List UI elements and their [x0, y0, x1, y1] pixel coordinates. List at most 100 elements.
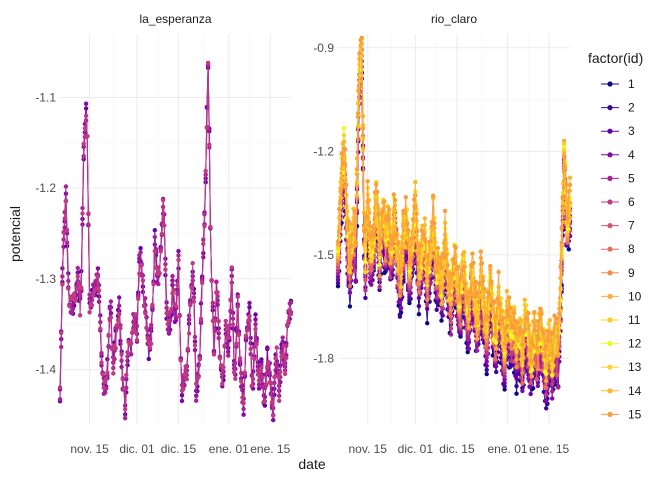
data-point [566, 189, 571, 194]
y-tick-label: -1.3 [35, 272, 56, 286]
data-point [559, 257, 564, 262]
data-point [554, 316, 560, 321]
data-point [551, 355, 556, 360]
data-point [450, 272, 455, 277]
data-point [277, 398, 282, 403]
legend-label: 10 [628, 289, 642, 303]
data-point [565, 219, 570, 224]
data-point [170, 273, 175, 279]
data-point [247, 314, 252, 319]
data-point [363, 228, 368, 233]
data-point [438, 255, 443, 260]
data-point [407, 260, 412, 265]
legend-item: 7 [601, 219, 635, 233]
data-point [151, 282, 156, 287]
data-point [510, 325, 516, 330]
data-point [256, 382, 262, 387]
y-tick-label: -1.4 [35, 363, 56, 377]
legend-item: 6 [601, 195, 635, 209]
data-point [73, 298, 78, 303]
data-point [376, 211, 381, 217]
x-axis-title: date [298, 456, 325, 472]
legend-label: 15 [628, 407, 642, 421]
data-point [387, 207, 392, 212]
data-point [274, 345, 279, 350]
data-point [198, 301, 204, 306]
data-point [560, 196, 566, 201]
data-point [528, 391, 533, 397]
legend-key-point [607, 152, 613, 158]
data-point [496, 284, 501, 290]
data-point [344, 182, 349, 187]
data-point [479, 261, 485, 266]
data-point [240, 395, 245, 400]
data-point [134, 337, 140, 343]
data-point [520, 388, 525, 394]
data-point [263, 382, 269, 387]
data-point [502, 361, 507, 366]
data-point [247, 300, 252, 306]
data-point [508, 351, 513, 357]
data-point [394, 232, 399, 237]
data-point [109, 346, 115, 352]
data-point [544, 392, 549, 397]
data-point [416, 267, 422, 272]
data-point [166, 318, 172, 324]
data-point [149, 322, 154, 328]
data-point [128, 352, 134, 357]
data-point [194, 381, 199, 386]
data-point [72, 291, 77, 296]
data-point [408, 256, 413, 261]
data-point [253, 317, 258, 322]
data-point [364, 214, 369, 220]
data-point [551, 329, 556, 335]
data-point [123, 416, 128, 421]
data-point [214, 279, 219, 284]
data-point [265, 345, 270, 350]
data-point [259, 365, 264, 370]
data-point [454, 283, 460, 288]
data-point [255, 372, 260, 377]
data-point [400, 249, 405, 254]
data-point [565, 237, 570, 242]
data-point [152, 234, 157, 240]
data-point [448, 314, 454, 319]
data-point [203, 168, 208, 174]
data-point [416, 303, 422, 309]
data-point [459, 290, 464, 295]
data-point [66, 286, 71, 291]
data-point [527, 323, 532, 328]
data-point [475, 348, 480, 353]
data-point [342, 147, 348, 152]
legend-label: 8 [628, 242, 635, 256]
data-point [494, 314, 499, 319]
data-point [502, 370, 507, 376]
data-point [363, 270, 368, 275]
data-point [567, 182, 573, 188]
data-point [555, 385, 561, 390]
data-point [421, 232, 426, 237]
data-point [173, 304, 179, 309]
data-point [145, 336, 150, 341]
x-tick-label: nov. 15 [349, 442, 388, 456]
data-point [363, 249, 368, 254]
data-point [82, 126, 88, 131]
y-tick-label: -1.1 [35, 90, 56, 104]
data-point [62, 216, 67, 221]
data-point [389, 242, 394, 247]
data-point [502, 351, 507, 356]
legend-key-point [607, 175, 613, 181]
data-point [160, 197, 166, 203]
legend-label: 4 [628, 148, 635, 162]
data-point [98, 326, 103, 331]
data-point [502, 341, 507, 346]
data-point [396, 240, 401, 245]
data-point [186, 313, 192, 318]
data-point [183, 364, 188, 369]
legend-label: 9 [628, 266, 635, 280]
data-point [210, 300, 215, 306]
data-point [406, 227, 411, 233]
data-point [496, 289, 501, 295]
data-point [395, 254, 400, 259]
